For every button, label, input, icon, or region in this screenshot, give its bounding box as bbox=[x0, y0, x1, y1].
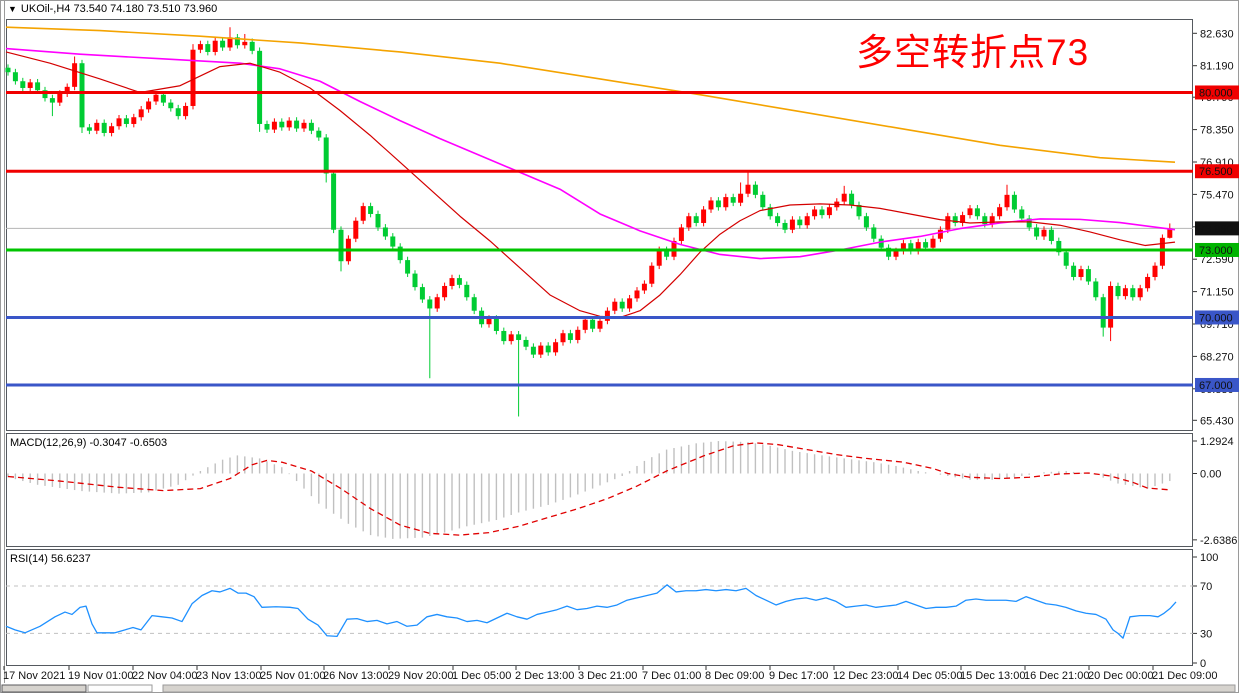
svg-text:19 Nov 01:00: 19 Nov 01:00 bbox=[68, 670, 133, 682]
svg-text:81.190: 81.190 bbox=[1200, 61, 1234, 73]
svg-text:21 Dec 09:00: 21 Dec 09:00 bbox=[1152, 670, 1217, 682]
price-axis: 82.63081.19079.79078.35076.91075.47074.0… bbox=[1193, 28, 1239, 427]
chinese-annotation-text: 多空转折点73 bbox=[856, 32, 1090, 73]
svg-text:23 Nov 13:00: 23 Nov 13:00 bbox=[196, 670, 261, 682]
svg-text:9 Dec 17:00: 9 Dec 17:00 bbox=[769, 670, 828, 682]
chart-title-bar: ▼ UKOil-,H4 73.540 74.180 73.510 73.960 bbox=[8, 3, 217, 15]
svg-text:15 Dec 13:00: 15 Dec 13:00 bbox=[960, 670, 1025, 682]
svg-text:2 Dec 13:00: 2 Dec 13:00 bbox=[515, 670, 574, 682]
svg-text:8 Dec 09:00: 8 Dec 09:00 bbox=[705, 670, 764, 682]
ma-slow-orange bbox=[5, 26, 1176, 164]
ohlc-title: UKOil-,H4 73.540 74.180 73.510 73.960 bbox=[20, 3, 218, 15]
svg-text:73.960: 73.960 bbox=[1199, 223, 1233, 235]
svg-text:30: 30 bbox=[1200, 628, 1212, 640]
svg-text:12 Dec 23:00: 12 Dec 23:00 bbox=[833, 670, 898, 682]
svg-text:26 Nov 13:00: 26 Nov 13:00 bbox=[323, 670, 388, 682]
macd-indicator-label: MACD(12,26,9) -0.3047 -0.6503 bbox=[10, 437, 168, 449]
svg-text:82.630: 82.630 bbox=[1200, 28, 1234, 40]
svg-text:78.350: 78.350 bbox=[1200, 125, 1234, 137]
svg-text:14 Dec 05:00: 14 Dec 05:00 bbox=[897, 670, 962, 682]
svg-text:100: 100 bbox=[1200, 552, 1218, 564]
svg-text:65.430: 65.430 bbox=[1200, 415, 1234, 427]
svg-text:20 Dec 00:00: 20 Dec 00:00 bbox=[1088, 670, 1153, 682]
symbol-dropdown-icon[interactable]: ▼ bbox=[8, 4, 17, 14]
svg-text:80.000: 80.000 bbox=[1199, 87, 1233, 99]
svg-text:25 Nov 01:00: 25 Nov 01:00 bbox=[260, 670, 325, 682]
hlines-layer[interactable] bbox=[6, 90, 1193, 387]
svg-text:16 Dec 21:00: 16 Dec 21:00 bbox=[1024, 670, 1089, 682]
bottom-scrollbar[interactable] bbox=[1, 684, 1236, 693]
svg-text:76.500: 76.500 bbox=[1199, 166, 1233, 178]
macd-axis: 1.2924 0.00 -2.6386 bbox=[1193, 436, 1237, 547]
svg-text:1.2924: 1.2924 bbox=[1200, 436, 1234, 448]
svg-text:70.000: 70.000 bbox=[1199, 312, 1233, 324]
svg-text:72.590: 72.590 bbox=[1200, 254, 1234, 266]
macd-panel bbox=[7, 441, 1171, 539]
rsi-panel bbox=[5, 584, 1193, 639]
svg-text:17 Nov 2021: 17 Nov 2021 bbox=[3, 670, 65, 682]
svg-text:7 Dec 01:00: 7 Dec 01:00 bbox=[642, 670, 701, 682]
rsi-indicator-label: RSI(14) 56.6237 bbox=[10, 553, 91, 565]
svg-text:68.270: 68.270 bbox=[1200, 351, 1234, 363]
svg-text:70: 70 bbox=[1200, 581, 1212, 593]
svg-text:29 Nov 20:00: 29 Nov 20:00 bbox=[388, 670, 453, 682]
svg-text:73.000: 73.000 bbox=[1199, 245, 1233, 257]
svg-text:3 Dec 21:00: 3 Dec 21:00 bbox=[578, 670, 637, 682]
svg-text:22 Nov 04:00: 22 Nov 04:00 bbox=[132, 670, 197, 682]
ma-fast-red bbox=[5, 51, 1176, 319]
svg-text:71.150: 71.150 bbox=[1200, 287, 1234, 299]
svg-text:-2.6386: -2.6386 bbox=[1200, 535, 1237, 547]
svg-text:0.00: 0.00 bbox=[1200, 469, 1221, 481]
svg-text:67.000: 67.000 bbox=[1199, 380, 1233, 392]
ma-mid-magenta bbox=[5, 47, 1176, 260]
svg-text:75.470: 75.470 bbox=[1200, 189, 1234, 201]
svg-text:1 Dec 05:00: 1 Dec 05:00 bbox=[452, 670, 511, 682]
rsi-axis: 100 70 30 0 bbox=[1193, 552, 1218, 670]
svg-text:0: 0 bbox=[1200, 658, 1206, 670]
